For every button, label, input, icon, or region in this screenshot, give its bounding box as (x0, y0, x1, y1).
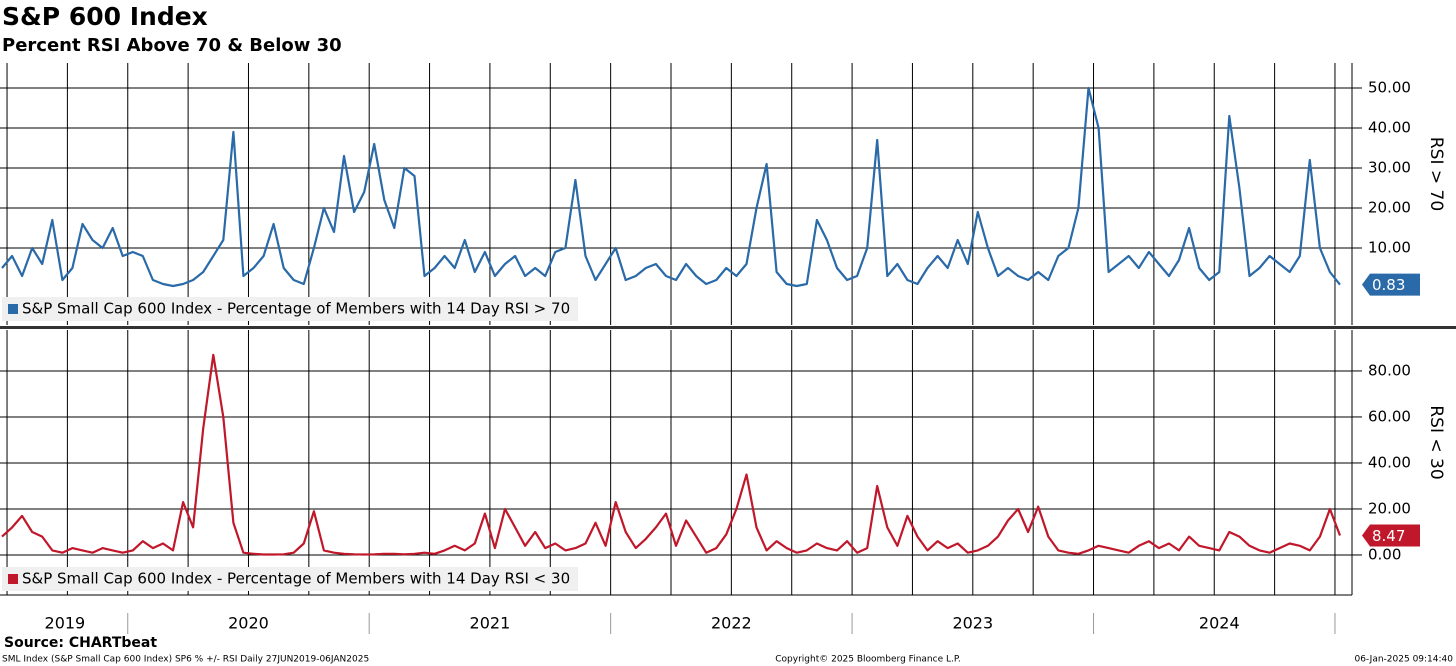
last-value-tag (1362, 273, 1420, 296)
y-tick-label: 40.00 (1368, 119, 1411, 137)
footer-left: SML Index (S&P Small Cap 600 Index) SP6 … (2, 655, 369, 665)
legend-swatch (8, 574, 18, 584)
y-tick-label: 10.00 (1368, 239, 1411, 257)
y-tick-label: 50.00 (1368, 79, 1411, 97)
source: Source: CHARTbeat (4, 635, 157, 651)
y-tick-label: 80.00 (1368, 361, 1411, 379)
last-value-label: 8.47 (1372, 527, 1405, 545)
y-tick-label: 60.00 (1368, 407, 1411, 425)
series-line (1, 353, 1342, 556)
y-tick-label: 20.00 (1368, 199, 1411, 217)
last-value-tag (1362, 524, 1420, 547)
chart-title: S&P 600 Index (2, 2, 208, 31)
x-tick-label: 2022 (711, 614, 752, 633)
x-tick-label: 2024 (1199, 614, 1240, 633)
legend-label: S&P Small Cap 600 Index - Percentage of … (22, 570, 570, 588)
y-tick-label: 30.00 (1368, 159, 1411, 177)
y-tick-label: 0.00 (1368, 545, 1401, 563)
panel-separator (0, 326, 1456, 329)
series-line (1, 86, 1341, 288)
y-axis-label: RSI < 30 (1426, 405, 1446, 479)
legend-box (2, 297, 579, 321)
chart-subtitle: Percent RSI Above 70 & Below 30 (2, 35, 342, 56)
y-tick-label: 40.00 (1368, 453, 1411, 471)
x-tick-label: 2019 (45, 614, 86, 633)
footer-center: Copyright© 2025 Bloomberg Finance L.P. (775, 655, 960, 665)
last-value-label: 0.83 (1372, 276, 1405, 294)
legend-box (2, 567, 579, 591)
y-tick-label: 20.00 (1368, 499, 1411, 517)
x-tick-label: 2023 (952, 614, 993, 633)
legend-swatch (8, 304, 18, 314)
legend-label: S&P Small Cap 600 Index - Percentage of … (22, 300, 570, 318)
x-tick-label: 2021 (470, 614, 511, 633)
x-tick-label: 2020 (228, 614, 269, 633)
y-axis-label: RSI > 70 (1426, 137, 1446, 211)
footer-right: 06-Jan-2025 09:14:40 (1354, 655, 1453, 665)
